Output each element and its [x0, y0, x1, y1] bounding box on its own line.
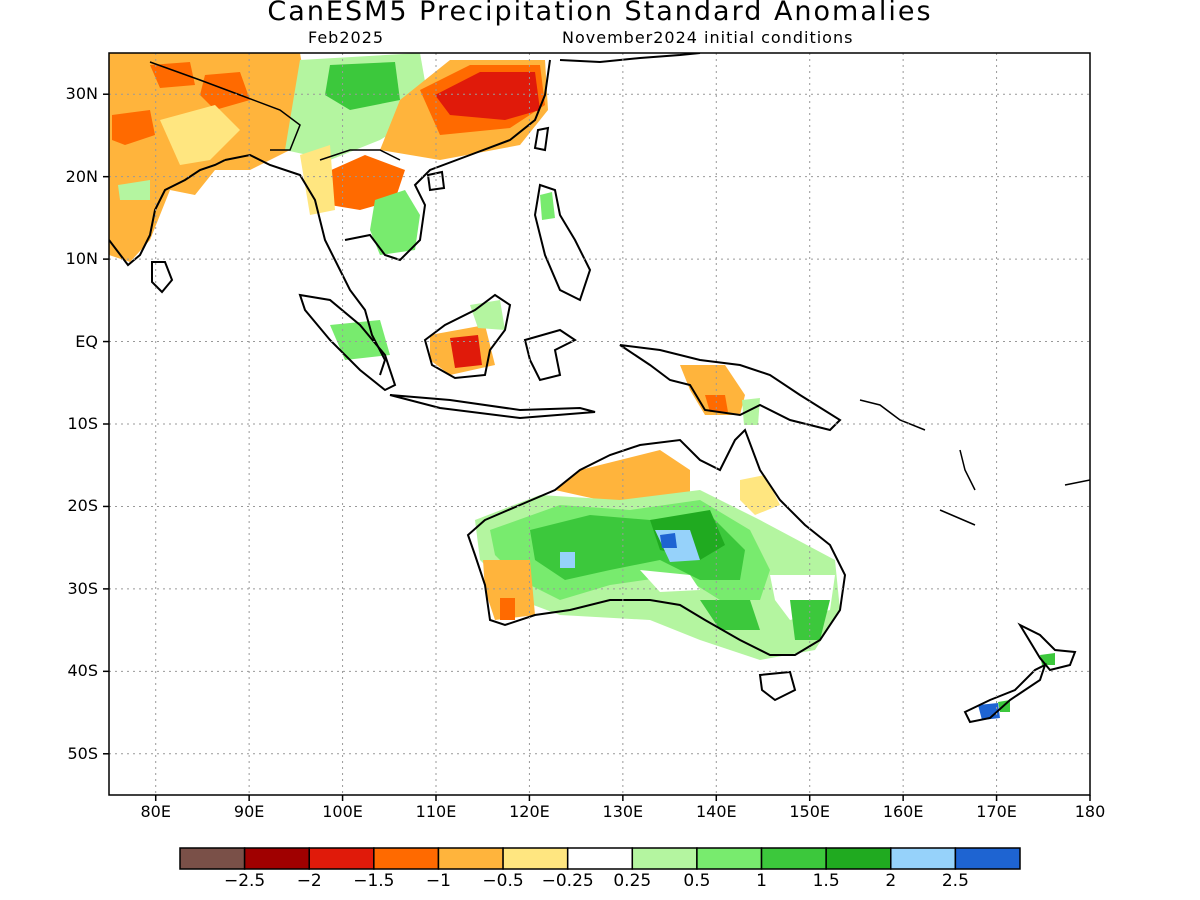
anomaly-region-india-green	[118, 180, 150, 200]
coastline-vanuatu-fiji	[939, 449, 1090, 526]
map-plot	[109, 53, 1090, 795]
coastline-sri-lanka	[151, 261, 174, 294]
colorbar-swatch	[825, 847, 892, 870]
colorbar-label: 1	[756, 871, 767, 891]
coastline-india	[109, 159, 226, 267]
anomaly-region-new-guinea	[680, 365, 745, 415]
initial-conditions: November2024 initial conditions	[562, 28, 854, 47]
lat-label: EQ	[75, 331, 98, 351]
lat-label: 50S	[67, 743, 98, 763]
anomaly-region-north-australia	[555, 450, 690, 505]
lon-label: 170E	[976, 802, 1017, 821]
lat-label: 20N	[65, 166, 98, 186]
lon-label: 80E	[140, 802, 171, 821]
lat-label: 40S	[67, 661, 98, 681]
colorbar-label: −2	[296, 871, 322, 891]
anomaly-region-australia-deep-blue	[660, 533, 677, 548]
coastlines	[109, 53, 1090, 724]
colorbar-swatch	[890, 847, 957, 870]
lon-label: 120E	[509, 802, 550, 821]
anomaly-region-new-guinea-green	[742, 398, 760, 425]
anomaly-region-borneo-core	[450, 335, 482, 368]
coastline-solomon-islands	[859, 399, 926, 431]
coastline-australia	[466, 428, 847, 656]
colorbar-swatch	[631, 847, 698, 870]
colorbar-swatch	[760, 847, 827, 870]
coastline-indochina	[224, 153, 387, 376]
lon-label: 90E	[233, 802, 265, 821]
lat-label: 30S	[67, 578, 98, 598]
lon-label: 150E	[789, 802, 831, 821]
anomaly-region-china-green-core	[325, 62, 400, 110]
anomaly-region-new-guinea-core	[705, 395, 728, 412]
chart-title: CanESM5 Precipitation Standard Anomalies	[267, 0, 933, 27]
colorbar-swatch	[954, 847, 1021, 870]
anomaly-region-sumatra	[330, 320, 390, 360]
anomaly-region-sw-australia	[483, 560, 535, 620]
colorbar-label: −0.5	[482, 871, 524, 891]
anomaly-shading	[109, 53, 1055, 720]
lon-label: 110E	[415, 802, 457, 821]
colorbar-label: −1	[425, 871, 451, 891]
colorbar-swatch	[243, 847, 310, 870]
lon-label: 100E	[322, 802, 363, 821]
coastline-borneo	[423, 293, 512, 380]
lat-label: 20S	[67, 496, 98, 516]
colorbar-swatch	[502, 847, 569, 870]
coastline-sulawesi	[523, 328, 577, 382]
colorbar-swatch	[373, 847, 440, 870]
colorbar-swatch	[566, 847, 634, 870]
colorbar-label: 2	[885, 871, 897, 891]
lon-label: 130E	[602, 802, 644, 821]
colorbar-label: 0.25	[613, 871, 652, 891]
colorbar-label: 1.5	[812, 871, 840, 891]
anomaly-region-indochina	[320, 155, 405, 210]
anomaly-region-australia-white	[640, 570, 835, 620]
anomaly-region-philippines	[540, 192, 555, 220]
forecast-month: Feb2025	[308, 28, 385, 47]
colorbar-swatch	[437, 847, 504, 870]
coastline-japan	[559, 53, 701, 64]
coastline-java	[389, 394, 596, 420]
colorbar-label: −2.5	[223, 871, 266, 891]
colorbar-label: 2.5	[941, 871, 969, 891]
anomaly-region-north-australia-pale	[740, 475, 780, 515]
coastline-gulf-thailand	[344, 59, 551, 262]
anomaly-region-tibet	[150, 62, 250, 110]
coastline-taiwan	[533, 126, 550, 152]
lon-label: 160E	[882, 802, 924, 821]
anomaly-region-india-pale	[160, 105, 240, 165]
coastline-sumatra	[298, 293, 397, 392]
colorbar-label: −1.5	[353, 871, 395, 891]
anomaly-region-india-core	[112, 110, 155, 145]
lat-label: 10N	[65, 249, 98, 269]
colorbar	[179, 847, 1021, 870]
colorbar-swatch	[308, 847, 375, 870]
axis-ticks	[103, 93, 1091, 801]
coastline-china-interior	[149, 61, 401, 161]
gridlines	[109, 53, 1090, 795]
coastline-new-zealand-north	[1017, 622, 1077, 672]
lon-label: 180	[1074, 802, 1106, 821]
anomaly-region-vietnam	[370, 190, 420, 255]
anomaly-region-new-zealand	[978, 703, 1000, 720]
anomaly-region-sw-australia-core	[500, 598, 515, 620]
colorbar-swatch	[179, 847, 246, 870]
coastline-hainan	[426, 170, 446, 192]
coastline-philippines	[533, 183, 592, 302]
colorbar-label: 0.5	[683, 871, 711, 891]
anomaly-region-borneo-green	[470, 300, 505, 330]
lon-label: 140E	[695, 802, 737, 821]
anomaly-region-indochina-pale	[300, 145, 335, 215]
coastline-tasmania	[758, 670, 797, 702]
colorbar-label: −0.25	[541, 871, 594, 891]
lat-label: 10S	[67, 414, 98, 433]
lat-label: 30N	[65, 84, 98, 104]
coastline-new-zealand-south	[963, 663, 1047, 724]
anomaly-region-south-china-core	[435, 72, 540, 120]
anomaly-region-east-australia	[700, 600, 830, 640]
colorbar-swatch	[696, 847, 763, 870]
